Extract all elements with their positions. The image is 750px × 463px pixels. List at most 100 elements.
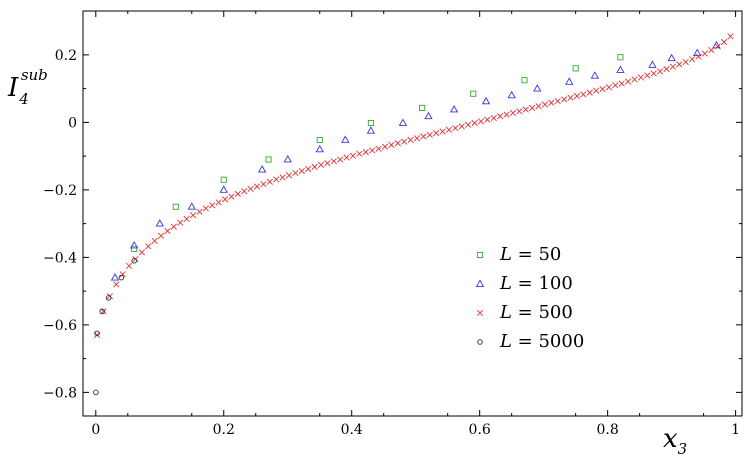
data-point-cross [535,103,542,110]
data-point-cross [701,50,709,57]
data-point-triangle [648,60,657,68]
data-point-cross [624,78,632,85]
data-point-cross [599,85,606,93]
data-point-cross [695,53,702,60]
legend-value: 5000 [538,331,584,352]
data-point-cross [477,118,485,125]
data-point-cross [305,165,312,173]
data-point-triangle [398,118,408,126]
data-point-circle [118,274,125,281]
data-point-cross [656,68,664,75]
data-point-cross [381,143,389,150]
legend-marker-circle [477,339,483,345]
data-point-triangle [366,126,376,134]
data-point-cross [145,243,152,250]
data-point-circle [94,330,100,337]
data-point-cross [324,160,331,167]
data-point-cross [375,145,382,152]
data-point-cross [644,72,651,79]
data-point-cross [663,65,670,73]
legend-marker-triangle [475,279,485,287]
data-point-cross [285,172,293,179]
data-point-square [172,203,179,210]
legend-marker-square [476,251,484,259]
data-point-cross [196,208,203,215]
data-point-cross [548,99,555,106]
y-axis-label: I4sub [7,66,48,108]
data-point-cross [637,74,645,81]
data-point-cross [388,141,395,149]
data-point-cross [484,116,491,123]
data-point-cross [221,196,229,203]
data-point-cross [170,223,177,230]
legend-item: L = 100 [475,273,573,294]
data-point-cross [439,128,446,135]
data-point-cross [260,181,267,188]
data-point-cross [164,227,171,235]
data-point-cross [720,38,728,46]
data-point-cross [465,121,472,128]
data-point-square [131,245,138,252]
data-point-cross [688,56,696,63]
data-point-cross [580,91,587,98]
data-point-cross [177,219,184,226]
data-point-triangle [110,273,120,281]
data-point-cross [497,113,504,120]
legend-variable: L [499,244,512,265]
data-point-cross [669,63,677,70]
data-point-cross [682,58,689,66]
series-circle [93,258,137,396]
y-tick-label: −0.4 [43,250,77,266]
y-tick-label: −0.8 [43,385,77,401]
data-point-cross [516,108,523,115]
data-point-triangle [155,219,164,227]
legend-label: L = 500 [499,302,573,323]
legend-item: L = 500 [476,302,573,323]
data-point-square [220,176,227,183]
legend-item: L = 5000 [477,331,584,352]
data-point-square [470,90,477,97]
legend-variable: L [499,273,512,294]
data-point-cross [349,152,357,159]
data-point-cross [471,119,478,127]
data-point-cross [202,205,209,212]
data-point-square [521,77,528,84]
data-point-triangle [590,71,600,79]
data-point-square [419,104,426,111]
data-point-cross [330,158,337,165]
data-point-cross [183,215,190,223]
data-point-cross [420,133,427,140]
data-point-square [572,65,579,72]
data-point-cross [151,237,158,244]
data-point-cross [234,190,241,198]
data-point-cross [541,101,549,108]
legend-marker-cross [476,309,484,317]
data-point-cross [612,82,619,89]
series-square [131,54,624,252]
data-point-cross [401,138,408,145]
data-point-square [265,156,272,163]
axis-ticks: 0 0.2 0.4 0.6 0.8 1 −0.8 −0.6 −0.4 −0.2 0 0.2 [43,11,742,438]
data-point-cross [503,111,510,118]
legend-equals: = [512,331,539,352]
legend-value: 500 [538,302,572,323]
data-point-triangle [283,154,292,163]
data-point-cross [727,33,734,40]
data-point-circle [105,295,112,301]
x-tick-label: 0.2 [213,422,235,438]
data-point-square [316,136,323,143]
y-tick-label: 0 [68,115,77,131]
legend-variable: L [499,331,512,352]
data-point-cross [509,109,517,117]
data-point-circle [99,308,105,315]
data-point-triangle [667,53,676,62]
data-point-cross [337,156,344,163]
legend-variable: L [499,302,512,323]
data-point-cross [522,106,529,113]
data-point-square [617,54,624,61]
data-point-cross [676,61,683,68]
legend-equals: = [512,244,539,265]
data-point-cross [394,140,401,147]
data-point-triangle [533,84,542,92]
